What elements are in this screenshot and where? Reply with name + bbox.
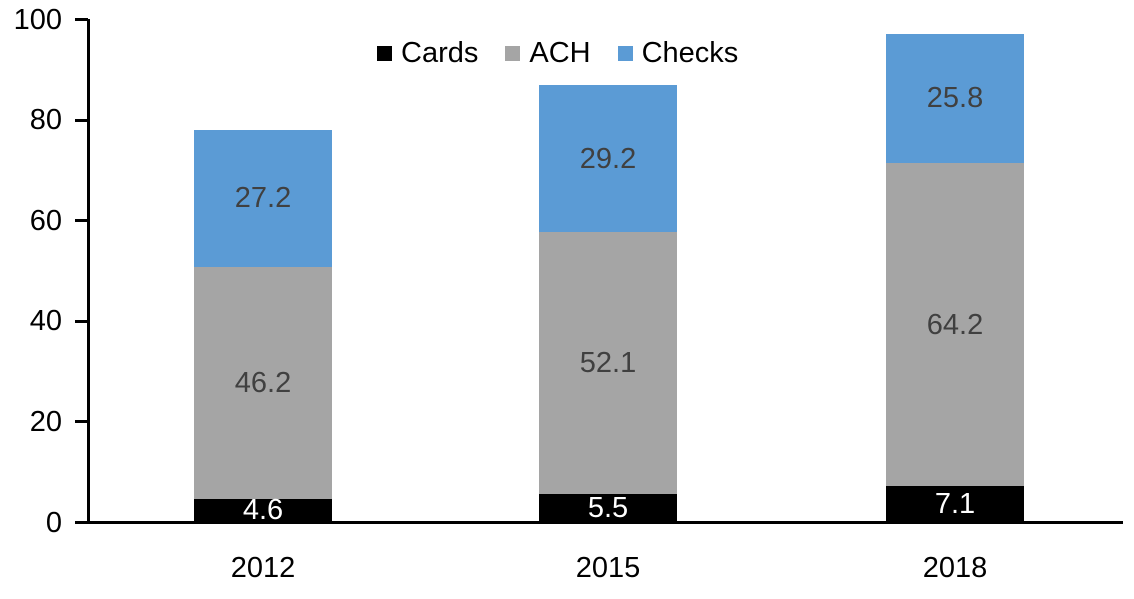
legend: Cards ACH Checks	[377, 36, 738, 70]
y-tick-label: 40	[29, 305, 62, 338]
segment-ach-2018: 64.2	[886, 163, 1024, 487]
segment-cards-2015: 5.5	[539, 492, 677, 525]
x-category-label: 2018	[922, 552, 988, 584]
segment-value-label: 7.1	[934, 488, 976, 521]
y-tick	[75, 219, 88, 223]
segment-checks-2018: 25.8	[886, 33, 1024, 164]
segment-value-label: 27.2	[234, 182, 292, 215]
legend-label: ACH	[529, 37, 591, 69]
segment-ach-2015: 52.1	[539, 232, 677, 495]
y-tick-label: 20	[29, 405, 62, 438]
segment-cards-2012: 4.6	[194, 494, 332, 526]
segment-cards-2018: 7.1	[886, 486, 1024, 522]
bar-2015: 5.5 52.1 29.2	[539, 85, 677, 525]
legend-item-checks: Checks	[617, 36, 739, 70]
legend-item-cards: Cards	[377, 36, 478, 70]
segment-value-label: 4.6	[242, 494, 284, 527]
y-tick	[75, 319, 88, 323]
legend-label: Cards	[401, 37, 479, 69]
segment-value-label: 29.2	[579, 142, 637, 175]
legend-item-ach: ACH	[505, 36, 591, 70]
legend-swatch-ach	[505, 45, 521, 61]
y-tick-label: 100	[13, 3, 62, 36]
bar-2012: 4.6 46.2 27.2	[194, 129, 332, 526]
legend-swatch-cards	[377, 45, 392, 61]
segment-value-label: 64.2	[926, 308, 984, 341]
y-tick	[75, 420, 88, 424]
y-tick	[75, 521, 88, 524]
segment-checks-2015: 29.2	[539, 85, 677, 233]
segment-value-label: 46.2	[234, 366, 292, 399]
y-axis-line	[87, 19, 90, 524]
y-tick	[75, 18, 88, 21]
y-tick-label: 80	[29, 104, 62, 137]
segment-value-label: 52.1	[579, 347, 637, 380]
bar-2018: 7.1 64.2 25.8	[886, 33, 1024, 522]
y-tick	[75, 118, 88, 122]
y-tick-label: 60	[29, 204, 62, 237]
legend-label: Checks	[641, 37, 739, 69]
legend-swatch-checks	[617, 45, 633, 61]
segment-ach-2012: 46.2	[194, 266, 332, 499]
segment-checks-2012: 27.2	[194, 129, 332, 267]
segment-value-label: 25.8	[926, 82, 984, 115]
x-category-label: 2012	[230, 552, 296, 584]
x-category-label: 2015	[575, 552, 641, 584]
segment-value-label: 5.5	[587, 492, 629, 525]
y-tick-label: 0	[45, 506, 62, 539]
x-axis-line	[75, 521, 1123, 524]
